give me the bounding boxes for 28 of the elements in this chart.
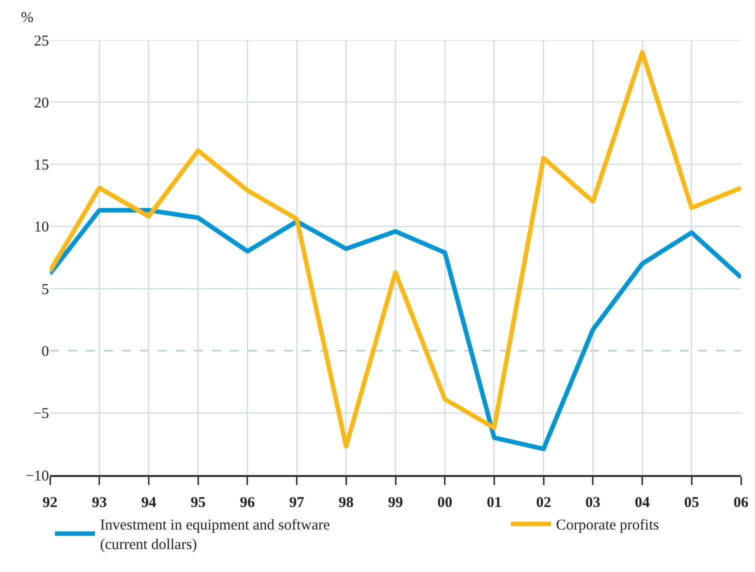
x-tick-label: 99 [388, 495, 403, 511]
y-tick-label: 25 [34, 33, 49, 50]
y-tick-label: 20 [34, 95, 49, 112]
x-tick-label: 95 [190, 495, 206, 511]
legend-label: Investment in equipment and software (current dollars) [100, 518, 330, 554]
y-tick-label: −5 [33, 406, 49, 422]
y-tick-label: 0 [42, 344, 49, 360]
x-tick-label: 98 [338, 495, 354, 511]
x-tick-label: 01 [486, 495, 502, 511]
x-tick-label: 04 [634, 495, 650, 511]
x-tick-label: 00 [437, 495, 452, 511]
x-tick-label: 06 [734, 495, 749, 511]
x-tick-label: 02 [536, 495, 552, 511]
x-tick-label: 96 [240, 495, 256, 511]
y-tick-label: 15 [34, 158, 49, 174]
line-series [50, 50, 741, 449]
x-tick-label: 97 [289, 495, 305, 511]
x-tick-label: 05 [684, 495, 700, 511]
x-tick-label: 94 [141, 495, 157, 511]
y-axis-title: % [21, 10, 34, 26]
y-tick-label: 10 [34, 220, 49, 236]
y-tick-label: −10 [26, 468, 49, 484]
x-tick-label: 03 [585, 495, 600, 511]
legend-label: Corporate profits [556, 518, 660, 534]
x-tick-label: 93 [92, 495, 107, 511]
line-series [50, 208, 741, 452]
y-tick-label: 5 [42, 282, 49, 298]
x-tick-label: 92 [42, 495, 58, 511]
